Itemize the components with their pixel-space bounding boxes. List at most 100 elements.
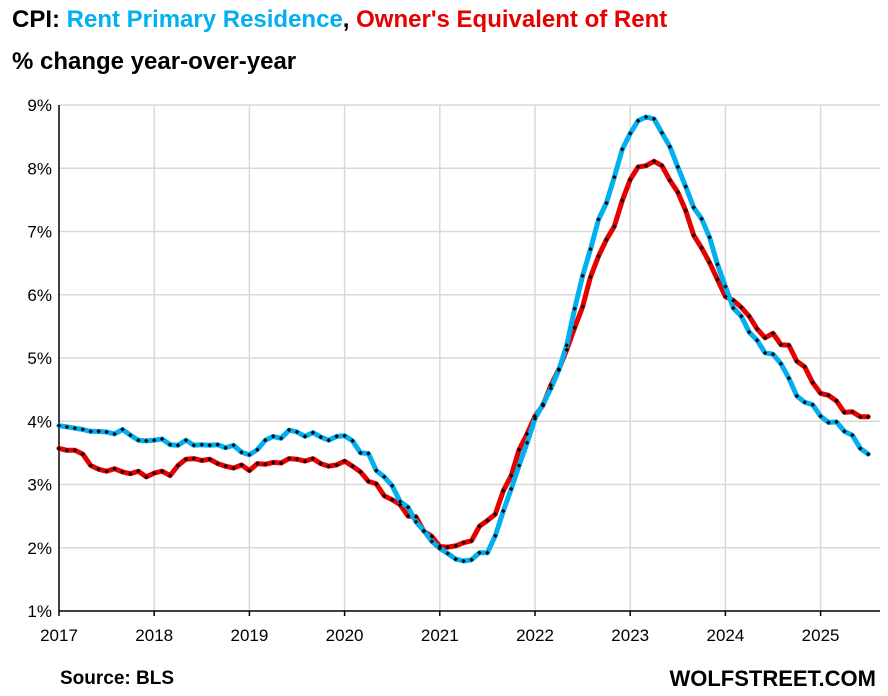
data-point-oer — [366, 479, 371, 484]
data-point-rent — [691, 205, 696, 210]
x-tick-label: 2021 — [421, 626, 459, 645]
data-point-oer — [635, 164, 641, 170]
gridlines — [59, 104, 880, 611]
data-point-oer — [691, 233, 696, 238]
data-point-oer — [390, 497, 395, 502]
data-point-oer — [191, 456, 197, 461]
data-point-oer — [842, 410, 847, 415]
y-tick-label: 9% — [27, 96, 52, 115]
data-point-rent — [191, 443, 197, 448]
data-point-oer — [453, 543, 458, 549]
data-point-rent — [850, 432, 855, 438]
data-point-oer — [850, 409, 855, 414]
data-point-rent — [794, 393, 799, 399]
data-point-rent — [159, 436, 165, 442]
data-point-rent — [469, 557, 474, 562]
data-point-rent — [120, 427, 125, 432]
data-point-oer — [588, 274, 593, 280]
x-tick-label: 2023 — [611, 626, 649, 645]
data-point-rent — [651, 116, 657, 122]
chart-title: CPI: Rent Primary Residence, Owner's Equ… — [12, 6, 667, 34]
data-point-oer — [731, 298, 736, 303]
data-point-oer — [810, 380, 815, 385]
x-tick-label: 2017 — [40, 626, 78, 645]
data-point-oer — [572, 325, 577, 330]
data-point-oer — [104, 469, 109, 474]
data-point-oer — [659, 163, 665, 168]
data-point-oer — [136, 469, 141, 474]
data-point-oer — [310, 456, 316, 461]
data-point-rent — [524, 440, 530, 445]
data-point-oer — [580, 304, 585, 309]
data-point-rent — [747, 329, 752, 335]
data-point-rent — [778, 361, 784, 366]
data-point-oer — [128, 471, 133, 476]
data-point-oer — [405, 513, 411, 519]
data-point-rent — [72, 426, 78, 431]
data-point-rent — [802, 400, 807, 405]
data-point-oer — [334, 462, 339, 468]
data-point-rent — [318, 434, 323, 440]
data-point-oer — [532, 413, 538, 419]
data-point-rent — [564, 343, 569, 348]
data-point-rent — [643, 114, 649, 120]
data-point-rent — [770, 352, 776, 357]
data-point-oer — [72, 448, 78, 453]
data-point-rent — [445, 551, 450, 556]
data-point-rent — [358, 450, 363, 456]
data-point-rent — [152, 438, 157, 443]
data-point-rent — [754, 338, 760, 343]
data-point-rent — [723, 284, 728, 289]
data-point-oer — [112, 466, 117, 471]
data-point-rent — [342, 433, 347, 438]
data-point-rent — [620, 147, 625, 152]
data-point-rent — [247, 452, 252, 457]
data-point-oer — [620, 198, 625, 203]
x-tick-label: 2024 — [706, 626, 744, 645]
y-tick-label: 3% — [27, 476, 52, 495]
data-point-oer — [286, 456, 292, 461]
data-point-oer — [350, 463, 355, 469]
data-point-oer — [604, 237, 609, 242]
y-tick-label: 6% — [27, 286, 52, 305]
data-point-rent — [635, 118, 641, 124]
data-point-oer — [263, 462, 268, 467]
data-point-rent — [437, 546, 442, 551]
data-point-rent — [215, 442, 220, 447]
x-tick-label: 2025 — [802, 626, 840, 645]
data-point-rent — [762, 350, 768, 356]
y-tick-label: 8% — [27, 159, 52, 178]
series-line-oer — [56, 158, 871, 550]
data-point-oer — [207, 457, 212, 462]
data-point-rent — [826, 420, 831, 425]
y-tick-label: 1% — [27, 602, 52, 621]
data-point-rent — [572, 306, 577, 311]
y-tick-label: 2% — [27, 539, 52, 558]
data-point-oer — [469, 538, 474, 543]
data-point-rent — [834, 419, 839, 425]
data-point-oer — [866, 414, 871, 420]
data-point-oer — [548, 382, 554, 388]
y-tick-label: 4% — [27, 412, 52, 431]
data-point-rent — [175, 443, 181, 448]
data-point-rent — [842, 429, 847, 434]
data-point-oer — [461, 540, 466, 545]
data-point-rent — [136, 438, 141, 443]
data-point-rent — [310, 430, 316, 435]
data-point-oer — [120, 469, 125, 475]
data-point-rent — [167, 442, 173, 447]
data-point-rent — [477, 550, 482, 556]
data-point-oer — [715, 277, 720, 282]
data-point-rent — [485, 550, 490, 556]
title-series-rent: Rent Primary Residence — [66, 6, 343, 33]
data-point-oer — [167, 473, 173, 478]
brand-logo-text: WOLFSTREET.COM — [669, 666, 876, 691]
x-tick-label: 2019 — [230, 626, 268, 645]
data-point-rent — [286, 427, 292, 433]
data-point-oer — [302, 458, 308, 464]
data-point-rent — [509, 486, 514, 492]
data-point-oer — [326, 463, 331, 469]
data-point-rent — [715, 262, 720, 267]
data-point-rent — [580, 273, 585, 278]
data-point-rent — [739, 314, 744, 319]
